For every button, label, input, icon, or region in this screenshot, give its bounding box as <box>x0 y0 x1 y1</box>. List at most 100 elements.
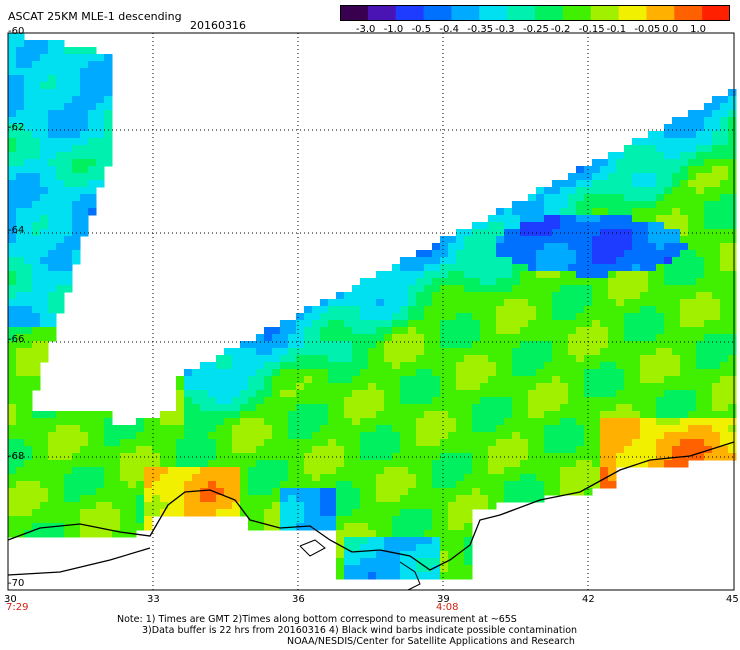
mle-cell <box>24 117 33 125</box>
mle-cell <box>272 474 281 482</box>
mle-cell <box>96 474 105 482</box>
mle-cell <box>680 236 689 244</box>
mle-cell <box>488 299 497 307</box>
mle-cell <box>176 411 185 419</box>
mle-cell <box>648 327 657 335</box>
mle-cell <box>512 467 521 475</box>
mle-cell <box>728 243 737 251</box>
mle-cell <box>424 572 433 580</box>
mle-cell <box>312 390 321 398</box>
mle-cell <box>584 208 593 216</box>
mle-cell <box>88 152 97 160</box>
mle-cell <box>360 446 369 454</box>
mle-cell <box>520 208 529 216</box>
mle-cell <box>640 404 649 412</box>
mle-cell <box>696 446 705 454</box>
mle-cell <box>376 320 385 328</box>
mle-cell <box>648 278 657 286</box>
mle-cell <box>104 117 113 125</box>
mle-cell <box>720 110 729 118</box>
mle-cell <box>392 439 401 447</box>
mle-cell <box>48 124 57 132</box>
mle-cell <box>536 264 545 272</box>
mle-cell <box>584 404 593 412</box>
mle-cell <box>376 383 385 391</box>
mle-cell <box>472 257 481 265</box>
mle-cell <box>296 495 305 503</box>
mle-cell <box>128 509 137 517</box>
mle-cell <box>392 509 401 517</box>
mle-cell <box>712 418 721 426</box>
mle-cell <box>280 495 289 503</box>
mle-cell <box>712 411 721 419</box>
mle-cell <box>24 166 33 174</box>
mle-cell <box>328 390 337 398</box>
mle-cell <box>328 355 337 363</box>
mle-cell <box>672 460 681 468</box>
mle-cell <box>504 250 513 258</box>
mle-cell <box>568 194 577 202</box>
mle-cell <box>48 425 57 433</box>
mle-cell <box>40 236 49 244</box>
mle-cell <box>480 418 489 426</box>
mle-cell <box>560 460 569 468</box>
mle-cell <box>560 180 569 188</box>
mle-cell <box>496 369 505 377</box>
mle-cell <box>280 488 289 496</box>
mle-cell <box>176 474 185 482</box>
mle-cell <box>176 495 185 503</box>
mle-cell <box>440 383 449 391</box>
mle-cell <box>24 159 33 167</box>
mle-cell <box>552 376 561 384</box>
mle-cell <box>688 124 697 132</box>
mle-cell <box>680 418 689 426</box>
mle-cell <box>232 411 241 419</box>
mle-cell <box>624 292 633 300</box>
mle-cell <box>48 75 57 83</box>
mle-cell <box>584 488 593 496</box>
mle-cell <box>672 194 681 202</box>
mle-cell <box>56 243 65 251</box>
mle-cell <box>696 341 705 349</box>
mle-cell <box>56 488 65 496</box>
mle-cell <box>648 243 657 251</box>
mle-cell <box>296 313 305 321</box>
mle-cell <box>264 474 273 482</box>
mle-cell <box>576 173 585 181</box>
mle-cell <box>80 117 89 125</box>
mle-cell <box>392 467 401 475</box>
mle-cell <box>528 299 537 307</box>
mle-cell <box>80 180 89 188</box>
mle-cell <box>432 474 441 482</box>
colorbar-label: -0.2 <box>550 24 571 35</box>
mle-cell <box>384 481 393 489</box>
mle-cell <box>344 565 353 573</box>
mle-cell <box>592 425 601 433</box>
mle-cell <box>392 320 401 328</box>
mle-cell <box>648 341 657 349</box>
mle-cell <box>608 250 617 258</box>
mle-cell <box>24 376 33 384</box>
mle-cell <box>368 439 377 447</box>
mle-cell <box>88 173 97 181</box>
mle-cell <box>112 523 121 531</box>
mle-cell <box>552 201 561 209</box>
mle-cell <box>112 495 121 503</box>
mle-cell <box>128 495 137 503</box>
mle-cell <box>640 299 649 307</box>
mle-cell <box>536 292 545 300</box>
mle-cell <box>32 208 41 216</box>
mle-cell <box>672 152 681 160</box>
mle-cell <box>656 306 665 314</box>
mle-cell <box>728 334 737 342</box>
mle-cell <box>648 194 657 202</box>
mle-cell <box>520 495 529 503</box>
mle-cell <box>48 173 57 181</box>
mle-cell <box>416 481 425 489</box>
mle-cell <box>360 558 369 566</box>
mle-cell <box>440 516 449 524</box>
mle-cell <box>32 299 41 307</box>
mle-cell <box>464 327 473 335</box>
mle-cell <box>272 516 281 524</box>
mle-cell <box>352 348 361 356</box>
